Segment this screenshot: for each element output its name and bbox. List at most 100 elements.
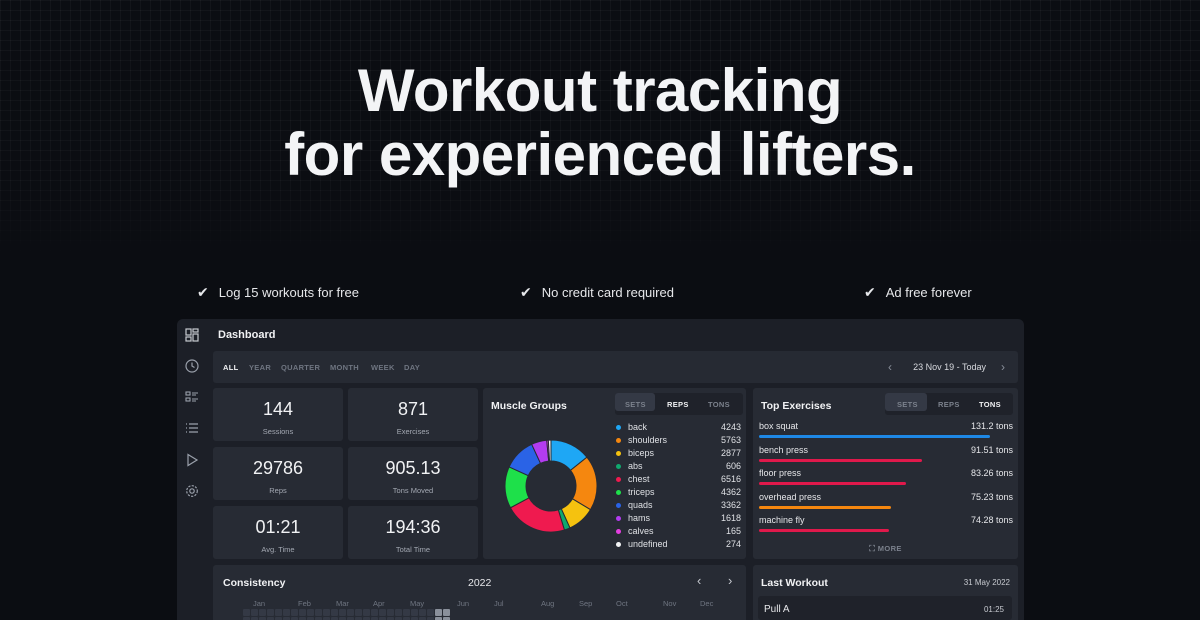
- muscle-group-row: shoulders 5763: [616, 435, 741, 447]
- heatmap-cell[interactable]: [347, 609, 354, 616]
- year-label: 2022: [468, 577, 492, 589]
- heatmap-cell[interactable]: [379, 609, 386, 616]
- heatmap-cell[interactable]: [339, 609, 346, 616]
- heatmap-cell[interactable]: [443, 609, 450, 616]
- muscle-group-name: triceps: [628, 487, 655, 497]
- chevron-left-icon[interactable]: ‹: [697, 573, 702, 588]
- heatmap-cell[interactable]: [355, 609, 362, 616]
- heatmap-cell[interactable]: [331, 609, 338, 616]
- legend-dot: [616, 425, 621, 430]
- heatmap-cell[interactable]: [267, 617, 274, 620]
- checkmark-icon: ✔: [864, 284, 876, 300]
- heatmap-cell[interactable]: [291, 609, 298, 616]
- heatmap-cell[interactable]: [443, 617, 450, 620]
- tab-all[interactable]: ALL: [223, 363, 239, 372]
- heatmap-cell[interactable]: [283, 617, 290, 620]
- heatmap-cell[interactable]: [363, 617, 370, 620]
- segment-reps[interactable]: REPS: [667, 400, 689, 409]
- month-label: Oct: [616, 599, 628, 608]
- more-button[interactable]: ⛶ MORE: [753, 544, 1018, 554]
- heatmap-cell[interactable]: [403, 609, 410, 616]
- segment-sets[interactable]: SETS: [897, 400, 918, 409]
- history-icon[interactable]: [184, 358, 200, 374]
- dashboard-icon[interactable]: [184, 327, 200, 343]
- stat-label: Avg. Time: [261, 545, 295, 554]
- muscle-groups-panel: Muscle Groups SETS REPS TONS back 4243 sho…: [483, 388, 746, 559]
- tab-day[interactable]: DAY: [404, 363, 421, 372]
- heatmap-cell[interactable]: [299, 609, 306, 616]
- exercise-row[interactable]: box squat 131.2 tons: [759, 421, 1013, 443]
- play-icon[interactable]: [184, 452, 200, 468]
- heatmap-cell[interactable]: [411, 617, 418, 620]
- heatmap-cell[interactable]: [355, 617, 362, 620]
- list-icon[interactable]: [184, 420, 200, 436]
- muscle-group-row: chest 6516: [616, 474, 741, 486]
- heatmap-cell[interactable]: [363, 609, 370, 616]
- settings-icon[interactable]: [184, 483, 200, 499]
- stat-label: Exercises: [396, 427, 430, 436]
- heatmap-cell[interactable]: [403, 617, 410, 620]
- heatmap-cell[interactable]: [419, 617, 426, 620]
- heatmap-cell[interactable]: [315, 617, 322, 620]
- heatmap-cell[interactable]: [371, 609, 378, 616]
- heatmap-cell[interactable]: [307, 617, 314, 620]
- heatmap-cell[interactable]: [315, 609, 322, 616]
- chevron-left-icon[interactable]: ‹: [888, 360, 892, 374]
- muscle-group-name: undefined: [628, 539, 668, 549]
- heatmap-cell[interactable]: [427, 609, 434, 616]
- heatmap-cell[interactable]: [259, 609, 266, 616]
- heatmap-cell[interactable]: [395, 617, 402, 620]
- exercise-row[interactable]: machine fly 74.28 tons: [759, 515, 1013, 537]
- tab-quarter[interactable]: QUARTER: [281, 363, 321, 372]
- tab-month[interactable]: MONTH: [330, 363, 359, 372]
- stat-label: Sessions: [262, 427, 294, 436]
- heatmap-cell[interactable]: [371, 617, 378, 620]
- heatmap-cell[interactable]: [395, 609, 402, 616]
- heatmap-cell[interactable]: [251, 617, 258, 620]
- exercises-icon[interactable]: [184, 389, 200, 405]
- segment-tons[interactable]: TONS: [708, 400, 730, 409]
- heatmap-cell[interactable]: [323, 617, 330, 620]
- stat-value: 29786: [252, 458, 304, 478]
- chevron-right-icon[interactable]: ›: [728, 573, 733, 588]
- heatmap-cell[interactable]: [387, 609, 394, 616]
- stat-value: 144: [262, 399, 294, 419]
- active-segment-highlight: [885, 393, 927, 411]
- heatmap-cell[interactable]: [267, 609, 274, 616]
- tab-year[interactable]: YEAR: [249, 363, 272, 372]
- dashboard-app-window: Dashboard ALL YEAR QUARTER MONTH WEEK DA…: [177, 319, 1024, 620]
- tab-week[interactable]: WEEK: [371, 363, 395, 372]
- exercise-row[interactable]: floor press 83.26 tons: [759, 468, 1013, 490]
- heatmap-cell[interactable]: [259, 617, 266, 620]
- heatmap-cell[interactable]: [387, 617, 394, 620]
- heatmap-cell[interactable]: [331, 617, 338, 620]
- segment-tons[interactable]: TONS: [979, 400, 1001, 409]
- month-label: Nov: [663, 599, 677, 608]
- exercise-row[interactable]: bench press 91.51 tons: [759, 445, 1013, 467]
- heatmap-cell[interactable]: [299, 617, 306, 620]
- heatmap-cell[interactable]: [243, 617, 250, 620]
- segment-sets[interactable]: SETS: [625, 400, 646, 409]
- heatmap-cell[interactable]: [435, 609, 442, 616]
- heatmap-cell[interactable]: [419, 609, 426, 616]
- heatmap-cell[interactable]: [283, 609, 290, 616]
- heatmap-cell[interactable]: [251, 609, 258, 616]
- heatmap-cell[interactable]: [307, 609, 314, 616]
- chevron-right-icon[interactable]: ›: [1001, 360, 1005, 374]
- exercise-row[interactable]: overhead press 75.23 tons: [759, 492, 1013, 514]
- heatmap-cell[interactable]: [291, 617, 298, 620]
- heatmap-cell[interactable]: [411, 609, 418, 616]
- heatmap-cell[interactable]: [379, 617, 386, 620]
- heatmap-cell[interactable]: [435, 617, 442, 620]
- heatmap-cell[interactable]: [275, 617, 282, 620]
- month-label: May: [410, 599, 425, 608]
- heatmap-cell[interactable]: [347, 617, 354, 620]
- segment-reps[interactable]: REPS: [938, 400, 960, 409]
- heatmap-cell[interactable]: [243, 609, 250, 616]
- last-workout-item[interactable]: Pull A 01:25: [758, 596, 1012, 620]
- heatmap-cell[interactable]: [427, 617, 434, 620]
- heatmap-cell[interactable]: [339, 617, 346, 620]
- heatmap-cell[interactable]: [275, 609, 282, 616]
- muscle-group-name: calves: [628, 526, 654, 536]
- heatmap-cell[interactable]: [323, 609, 330, 616]
